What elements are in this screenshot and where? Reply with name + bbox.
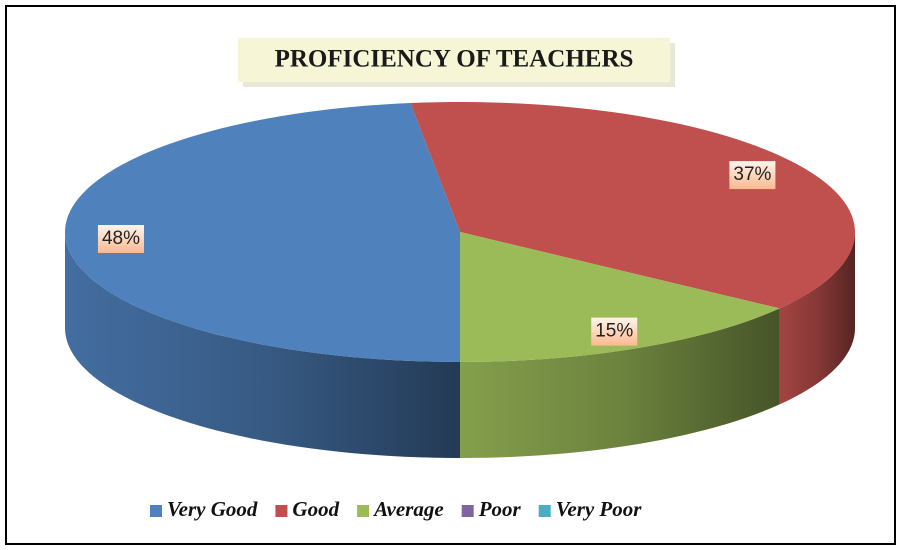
pie-sides xyxy=(65,232,855,458)
legend-swatch xyxy=(461,505,474,517)
side-shade xyxy=(65,232,460,458)
value-label-box xyxy=(97,225,144,254)
value-label: 48% xyxy=(102,228,140,249)
title-box xyxy=(238,38,670,82)
slice xyxy=(460,232,780,362)
legend-label: Very Poor xyxy=(556,497,643,521)
legend-label: Very Good xyxy=(167,497,258,521)
value-labels: 48% 37% 15% xyxy=(97,161,776,346)
pie xyxy=(65,102,855,458)
value-label: 15% xyxy=(595,321,633,342)
legend-label: Poor xyxy=(478,497,522,521)
legend: Very Good Good Average Poor Very Poor xyxy=(150,497,642,521)
legend-label: Average xyxy=(372,497,444,521)
chart-title: PROFICIENCY OF TEACHERS xyxy=(275,46,634,73)
legend-swatch xyxy=(357,505,370,517)
legend-label: Good xyxy=(292,497,339,521)
pie-tops xyxy=(65,102,855,362)
value-label-box xyxy=(591,317,638,346)
side-shade xyxy=(460,308,780,458)
legend-swatch xyxy=(275,505,288,517)
slice xyxy=(65,103,461,362)
value-label-box xyxy=(729,161,776,190)
legend-swatch xyxy=(538,505,551,517)
value-label: 37% xyxy=(733,164,771,185)
side-shade xyxy=(779,232,855,405)
slice xyxy=(410,102,855,309)
legend-swatch xyxy=(150,505,162,517)
